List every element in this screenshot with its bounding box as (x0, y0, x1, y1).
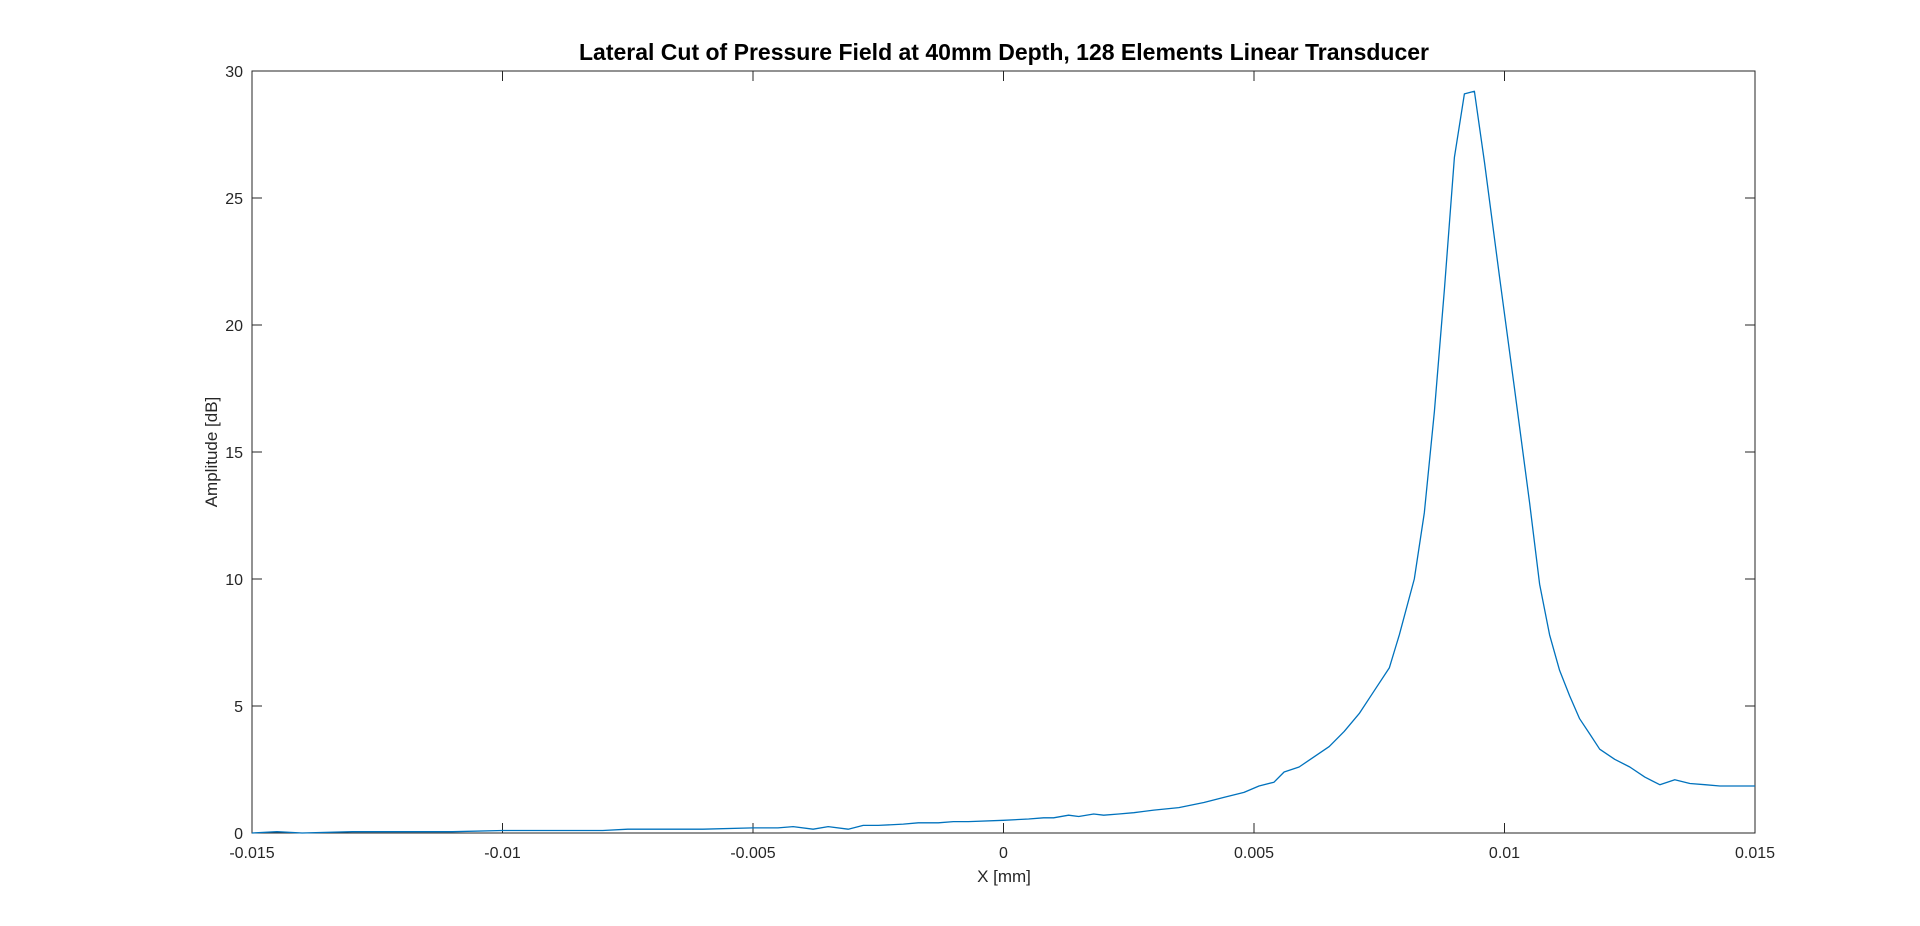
y-tick-label: 5 (234, 699, 243, 716)
x-tick-label: 0.015 (1735, 845, 1775, 862)
series-line (251, 90, 1755, 834)
series-layer (251, 90, 1755, 834)
x-tick-label: -0.015 (229, 845, 274, 862)
x-tick-label: 0.01 (1489, 845, 1520, 862)
x-tick-label: 0.005 (1234, 845, 1274, 862)
x-tick-label: -0.005 (730, 845, 775, 862)
plot-area-frame (251, 70, 1756, 834)
y-tick-label: 15 (225, 445, 243, 462)
y-tick-label: 10 (225, 572, 243, 589)
y-tick-label: 25 (225, 191, 243, 208)
x-axis: -0.015 -0.01 -0.005 0 0.005 0.01 0.015 (229, 71, 1775, 862)
y-tick-label: 20 (225, 318, 243, 335)
y-axis-label: Amplitude [dB] (202, 397, 221, 508)
y-tick-label: 30 (225, 64, 243, 81)
y-axis: 0 5 10 15 20 25 30 (225, 64, 1755, 843)
chart-title: Lateral Cut of Pressure Field at 40mm De… (579, 39, 1429, 65)
x-axis-label: X [mm] (977, 867, 1031, 886)
x-tick-label: 0 (999, 845, 1008, 862)
y-tick-label: 0 (234, 826, 243, 843)
x-tick-label: -0.01 (484, 845, 521, 862)
